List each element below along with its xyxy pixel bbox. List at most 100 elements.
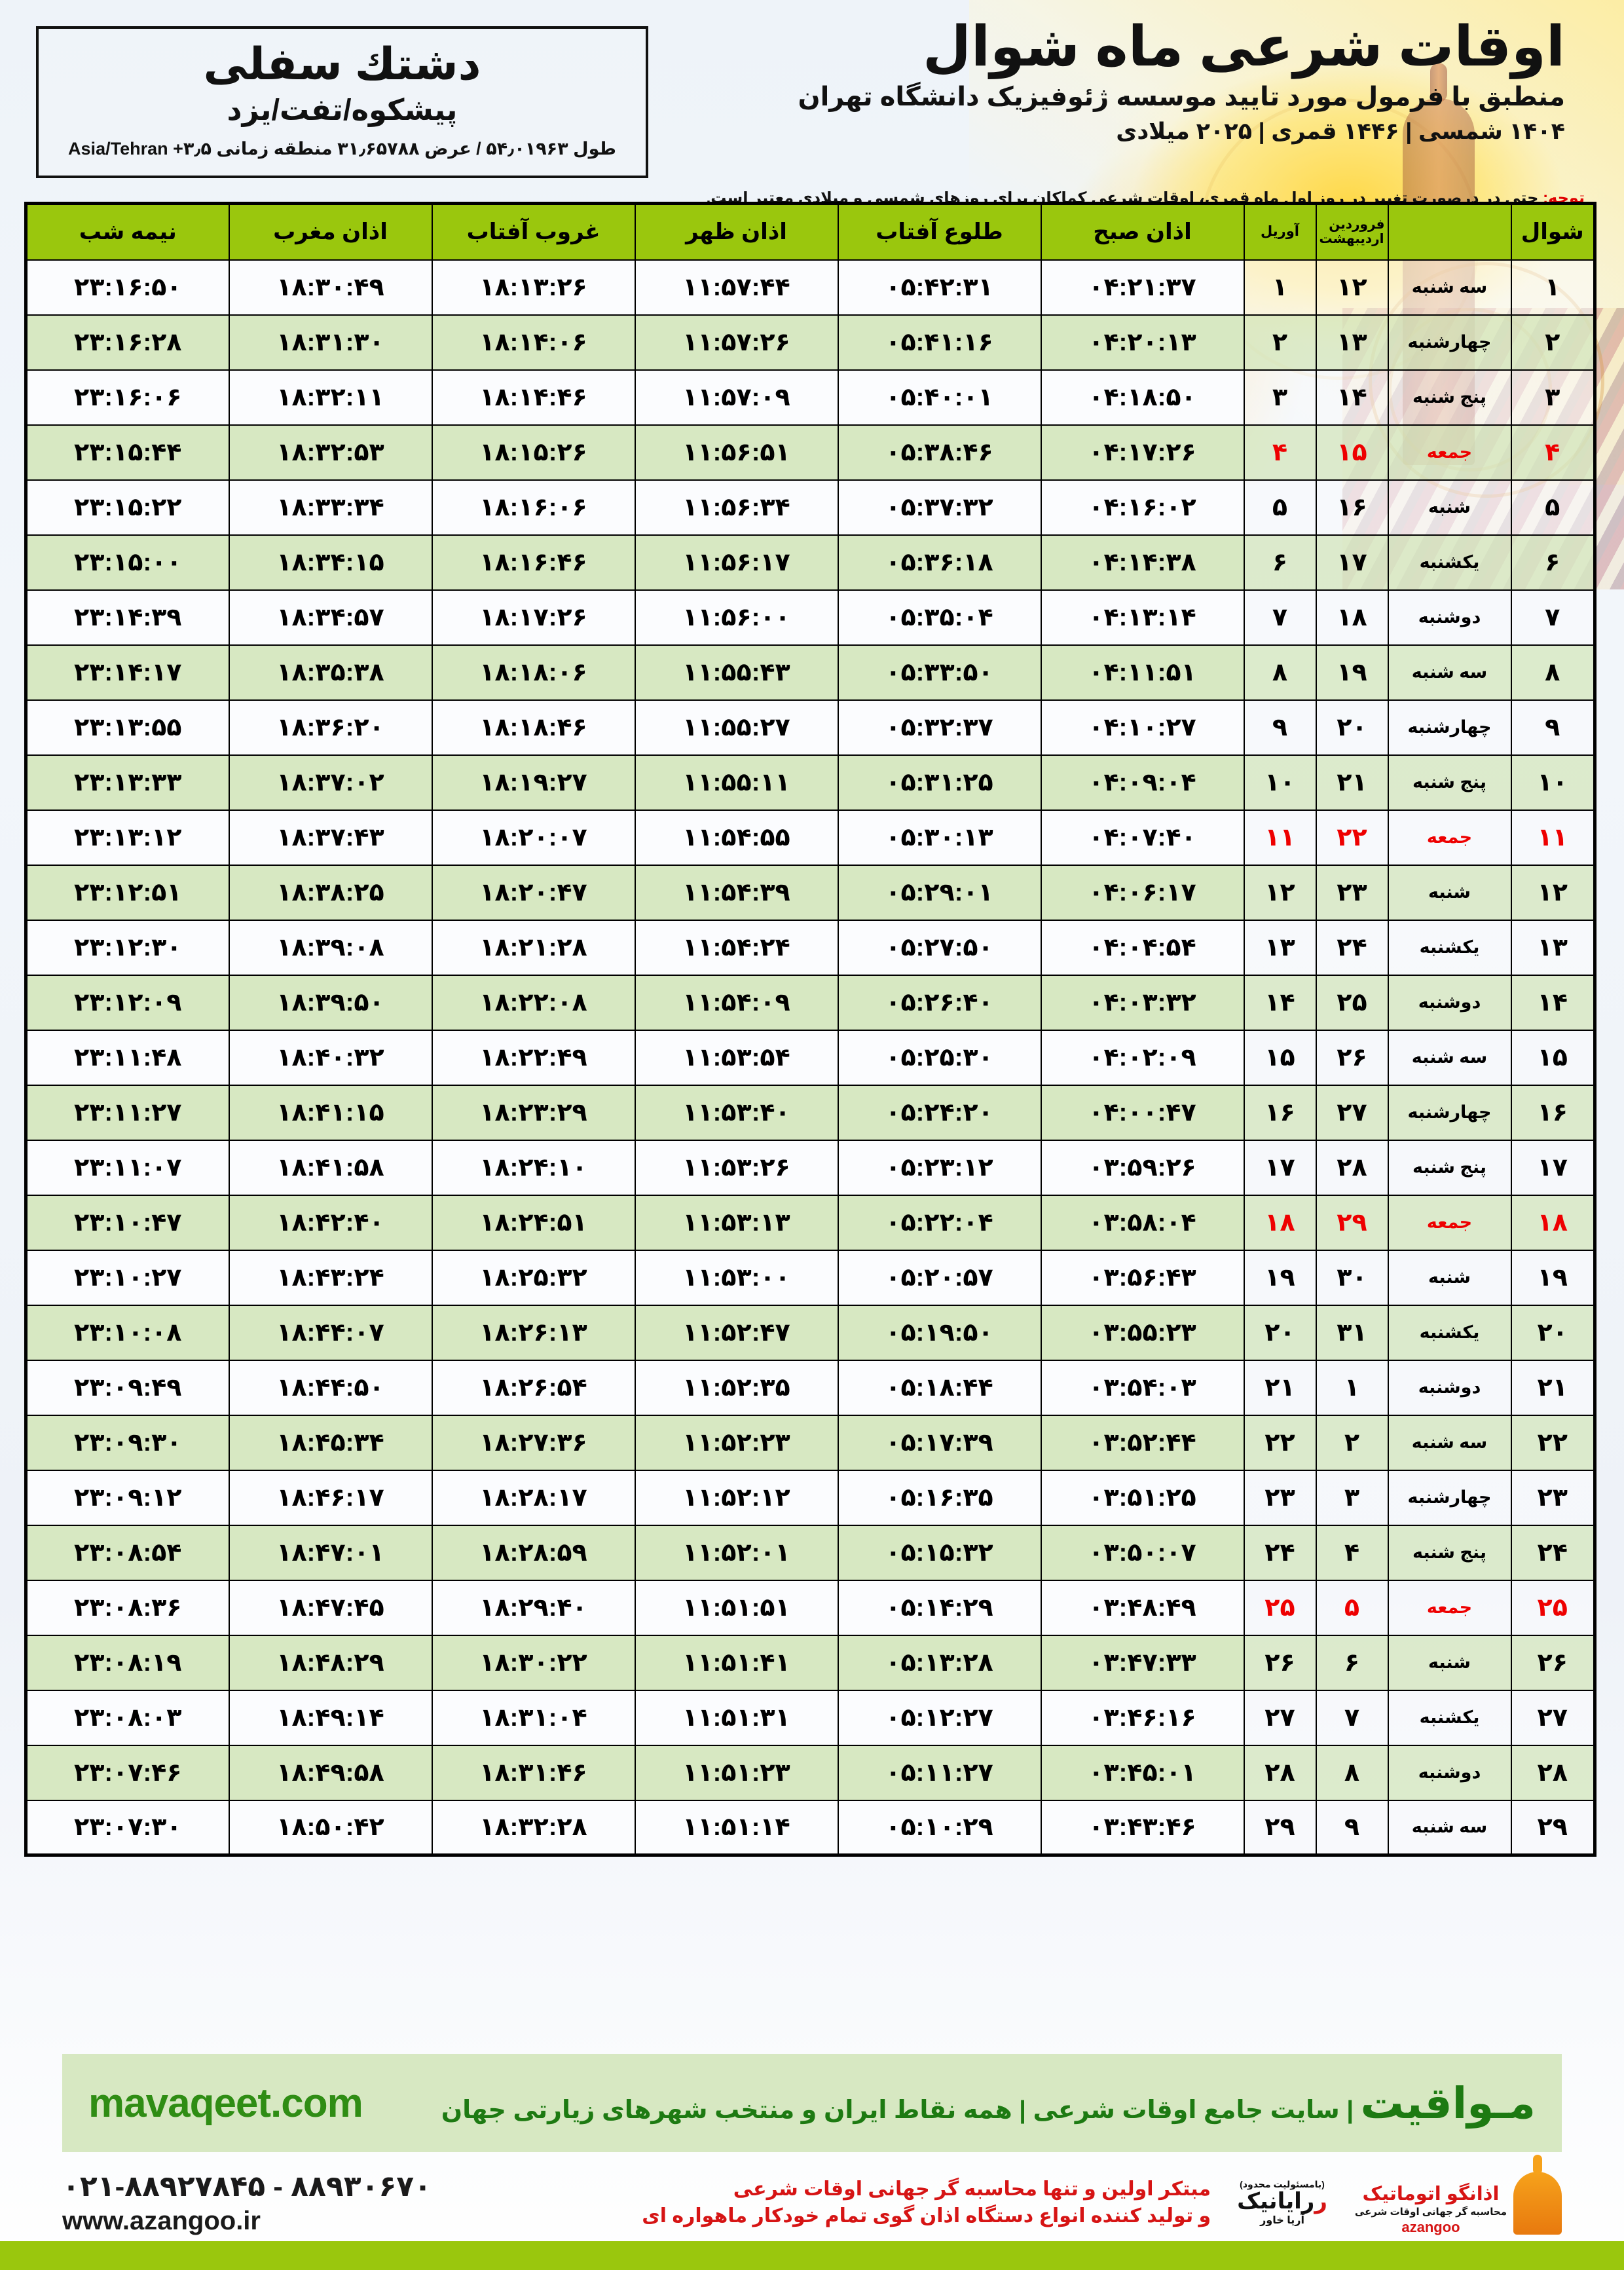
- cell-weekday: پنج شنبه: [1387, 1139, 1512, 1196]
- cell-gregorian-day: ۲۸: [1243, 1744, 1317, 1801]
- contact-website[interactable]: www.azangoo.ir: [62, 2206, 261, 2235]
- cell-weekday: جمعه: [1387, 1194, 1512, 1251]
- azangoo-latin: azangoo: [1401, 2218, 1460, 2235]
- cell-weekday: یکشنبه: [1387, 534, 1512, 591]
- cell-maghrib: ۱۸:۴۴:۵۰: [228, 1359, 433, 1416]
- cell-shamsi-day: ۱۲: [1315, 259, 1389, 316]
- cell-fajr: ۰۴:۱۱:۵۱: [1040, 644, 1245, 701]
- cell-shamsi-day: ۲۸: [1315, 1139, 1389, 1196]
- table-row: ۱۵ سه شنبه ۲۶ ۱۵ ۰۴:۰۲:۰۹ ۰۵:۲۵:۳۰ ۱۱:۵۳:۵۴ ۱۸:…: [25, 1029, 1596, 1086]
- cell-weekday: شنبه: [1387, 864, 1512, 921]
- cell-weekday: سه شنبه: [1387, 644, 1512, 701]
- cell-shamsi-day: ۲۷: [1315, 1084, 1389, 1141]
- cell-shawwal-day: ۲۶: [1510, 1634, 1596, 1691]
- cell-sunset: ۱۸:۲۶:۱۳: [431, 1304, 636, 1361]
- cell-maghrib: ۱۸:۵۰:۴۲: [228, 1799, 433, 1856]
- table-row: ۲۸ دوشنبه ۸ ۲۸ ۰۳:۴۵:۰۱ ۰۵:۱۱:۲۷ ۱۱:۵۱:۲۳ ۱۸:۳۱…: [25, 1744, 1596, 1801]
- cell-fajr: ۰۳:۵۸:۰۴: [1040, 1194, 1245, 1251]
- cell-maghrib: ۱۸:۴۶:۱۷: [228, 1469, 433, 1526]
- cell-shawwal-day: ۸: [1510, 644, 1596, 701]
- cell-gregorian-day: ۱۲: [1243, 864, 1317, 921]
- cell-dhuhr: ۱۱:۵۵:۴۳: [634, 644, 839, 701]
- cell-fajr: ۰۳:۵۹:۲۶: [1040, 1139, 1245, 1196]
- cell-weekday: پنج شنبه: [1387, 369, 1512, 426]
- cell-fajr: ۰۴:۰۶:۱۷: [1040, 864, 1245, 921]
- cell-sunrise: ۰۵:۳۱:۲۵: [837, 754, 1042, 811]
- cell-shawwal-day: ۷: [1510, 589, 1596, 646]
- cell-shawwal-day: ۲۷: [1510, 1689, 1596, 1746]
- location-region: پیشکوه/تفت/یزد: [227, 93, 458, 127]
- cell-midnight: ۲۳:۱۵:۰۰: [25, 534, 230, 591]
- cell-sunrise: ۰۵:۲۵:۳۰: [837, 1029, 1042, 1086]
- header-gregorian-month: آوریل: [1243, 202, 1317, 261]
- cell-weekday: دوشنبه: [1387, 974, 1512, 1031]
- cell-shamsi-day: ۱: [1315, 1359, 1389, 1416]
- rayanik-mark-icon: ر: [1314, 2189, 1327, 2214]
- cell-sunrise: ۰۵:۱۲:۲۷: [837, 1689, 1042, 1746]
- cell-fajr: ۰۴:۰۰:۴۷: [1040, 1084, 1245, 1141]
- azangoo-subtitle: محاسبه گر جهانی اوقات شرعی: [1354, 2206, 1507, 2218]
- footer-contact: ۰۲۱-۸۸۹۲۷۸۴۵ - ۸۸۹۳۰۶۷۰ www.azangoo.ir: [62, 2168, 432, 2237]
- cell-maghrib: ۱۸:۴۳:۲۴: [228, 1249, 433, 1306]
- cell-sunset: ۱۸:۱۶:۰۶: [431, 479, 636, 536]
- cell-midnight: ۲۳:۱۱:۰۷: [25, 1139, 230, 1196]
- cell-sunrise: ۰۵:۴۱:۱۶: [837, 314, 1042, 371]
- cell-shamsi-day: ۲۰: [1315, 699, 1389, 756]
- header-shamsi-farvardin: فروردین: [1329, 217, 1385, 233]
- cell-dhuhr: ۱۱:۵۷:۲۶: [634, 314, 839, 371]
- table-row: ۲۹ سه شنبه ۹ ۲۹ ۰۳:۴۳:۴۶ ۰۵:۱۰:۲۹ ۱۱:۵۱:۱۴ ۱۸:۳…: [25, 1799, 1596, 1856]
- cell-shamsi-day: ۲: [1315, 1414, 1389, 1471]
- cell-dhuhr: ۱۱:۵۷:۴۴: [634, 259, 839, 316]
- cell-shawwal-day: ۵: [1510, 479, 1596, 536]
- cell-weekday: دوشنبه: [1387, 1744, 1512, 1801]
- cell-sunrise: ۰۵:۱۱:۲۷: [837, 1744, 1042, 1801]
- location-city: دشتك سفلی: [203, 39, 481, 89]
- cell-dhuhr: ۱۱:۵۴:۰۹: [634, 974, 839, 1031]
- cell-shawwal-day: ۲۸: [1510, 1744, 1596, 1801]
- cell-sunrise: ۰۵:۱۵:۳۲: [837, 1524, 1042, 1581]
- cell-sunrise: ۰۵:۱۳:۲۸: [837, 1634, 1042, 1691]
- cell-midnight: ۲۳:۰۹:۴۹: [25, 1359, 230, 1416]
- cell-sunset: ۱۸:۲۸:۵۹: [431, 1524, 636, 1581]
- cell-midnight: ۲۳:۱۰:۲۷: [25, 1249, 230, 1306]
- cell-sunrise: ۰۵:۱۶:۳۵: [837, 1469, 1042, 1526]
- cell-fajr: ۰۴:۰۳:۳۲: [1040, 974, 1245, 1031]
- cell-maghrib: ۱۸:۴۸:۲۹: [228, 1634, 433, 1691]
- cell-dhuhr: ۱۱:۵۳:۵۴: [634, 1029, 839, 1086]
- cell-maghrib: ۱۸:۳۲:۵۳: [228, 424, 433, 481]
- cell-midnight: ۲۳:۱۶:۰۶: [25, 369, 230, 426]
- contact-phone[interactable]: ۰۲۱-۸۸۹۲۷۸۴۵ - ۸۸۹۳۰۶۷۰: [62, 2170, 432, 2203]
- cell-dhuhr: ۱۱:۵۴:۲۴: [634, 919, 839, 976]
- cell-fajr: ۰۴:۲۱:۳۷: [1040, 259, 1245, 316]
- cell-shamsi-day: ۳: [1315, 1469, 1389, 1526]
- cell-maghrib: ۱۸:۳۳:۳۴: [228, 479, 433, 536]
- cell-fajr: ۰۳:۵۴:۰۳: [1040, 1359, 1245, 1416]
- cell-shamsi-day: ۱۵: [1315, 424, 1389, 481]
- bottom-color-strip: [0, 2241, 1624, 2270]
- cell-shawwal-day: ۱۰: [1510, 754, 1596, 811]
- page-title: اوقات شرعی ماه شوال: [923, 16, 1566, 78]
- cell-shamsi-day: ۴: [1315, 1524, 1389, 1581]
- cell-fajr: ۰۳:۵۶:۴۳: [1040, 1249, 1245, 1306]
- table-row: ۷ دوشنبه ۱۸ ۷ ۰۴:۱۳:۱۴ ۰۵:۳۵:۰۴ ۱۱:۵۶:۰۰ ۱۸:۱۷:…: [25, 589, 1596, 646]
- mavaqeet-domain[interactable]: mavaqeet.com: [88, 2080, 363, 2126]
- cell-midnight: ۲۳:۱۴:۳۹: [25, 589, 230, 646]
- prayer-times-body: ۱ سه شنبه ۱۲ ۱ ۰۴:۲۱:۳۷ ۰۵:۴۲:۳۱ ۱۱:۵۷:۴۴ ۱۸:۱۳…: [25, 259, 1596, 1856]
- cell-midnight: ۲۳:۱۵:۲۲: [25, 479, 230, 536]
- table-row: ۲۰ یکشنبه ۳۱ ۲۰ ۰۳:۵۵:۲۳ ۰۵:۱۹:۵۰ ۱۱:۵۲:۴۷ ۱۸:۲…: [25, 1304, 1596, 1361]
- cell-sunrise: ۰۵:۱۰:۲۹: [837, 1799, 1042, 1856]
- table-header-row: شوال فروردین اردیبهشت آوریل اذان صبح طلو…: [25, 202, 1596, 261]
- table-row: ۱۴ دوشنبه ۲۵ ۱۴ ۰۴:۰۳:۳۲ ۰۵:۲۶:۴۰ ۱۱:۵۴:۰۹ ۱۸:۲…: [25, 974, 1596, 1031]
- table-row: ۸ سه شنبه ۱۹ ۸ ۰۴:۱۱:۵۱ ۰۵:۳۳:۵۰ ۱۱:۵۵:۴۳ ۱۸:۱۸…: [25, 644, 1596, 701]
- mavaqeet-brand-block: مـواقیت | سایت جامع اوقات شرعی | همه نقا…: [441, 2078, 1536, 2127]
- cell-dhuhr: ۱۱:۵۲:۳۵: [634, 1359, 839, 1416]
- cell-sunset: ۱۸:۲۴:۱۰: [431, 1139, 636, 1196]
- cell-shawwal-day: ۱۵: [1510, 1029, 1596, 1086]
- header-sunrise: طلوع آفتاب: [837, 202, 1042, 261]
- page-header: دشتك سفلی پیشکوه/تفت/یزد طول ۵۴٫۰۱۹۶۳ / …: [0, 0, 1624, 207]
- cell-midnight: ۲۳:۱۰:۰۸: [25, 1304, 230, 1361]
- cell-midnight: ۲۳:۰۸:۳۶: [25, 1579, 230, 1636]
- cell-shawwal-day: ۲۳: [1510, 1469, 1596, 1526]
- cell-midnight: ۲۳:۱۶:۲۸: [25, 314, 230, 371]
- cell-midnight: ۲۳:۰۸:۵۴: [25, 1524, 230, 1581]
